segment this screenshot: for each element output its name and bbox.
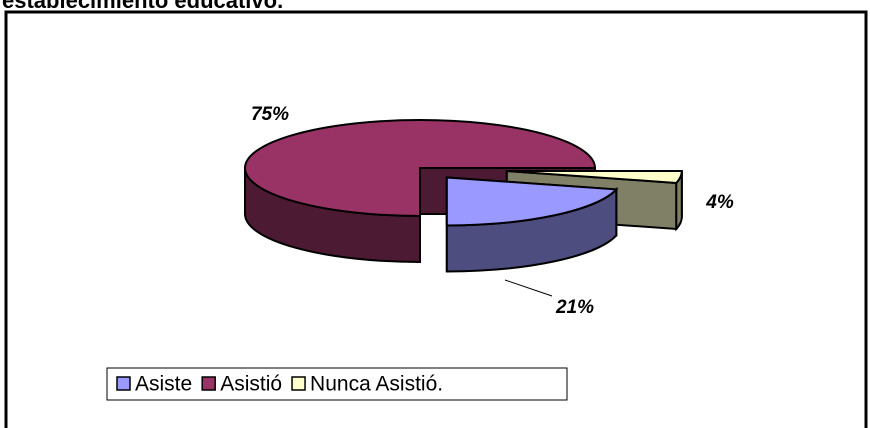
leader-line <box>504 279 553 297</box>
slice-top <box>445 176 619 227</box>
legend-label: Nunca Asistió. <box>310 373 443 396</box>
slice-top <box>244 119 597 218</box>
slice-top <box>506 170 683 184</box>
legend-label: Asiste <box>135 373 192 396</box>
legend-swatch <box>116 376 131 391</box>
chart-frame <box>4 10 868 428</box>
chart-title: establecimiento educativo. <box>2 0 283 13</box>
legend-swatch <box>291 376 306 391</box>
pie-slice <box>445 176 619 273</box>
data-label: 4% <box>705 192 734 213</box>
legend-swatch <box>201 376 216 391</box>
legend-box <box>106 367 568 401</box>
data-label: 75% <box>251 104 289 125</box>
pie-slice <box>244 119 597 264</box>
data-label: 21% <box>555 297 594 318</box>
legend-label: Asistió <box>220 373 282 396</box>
